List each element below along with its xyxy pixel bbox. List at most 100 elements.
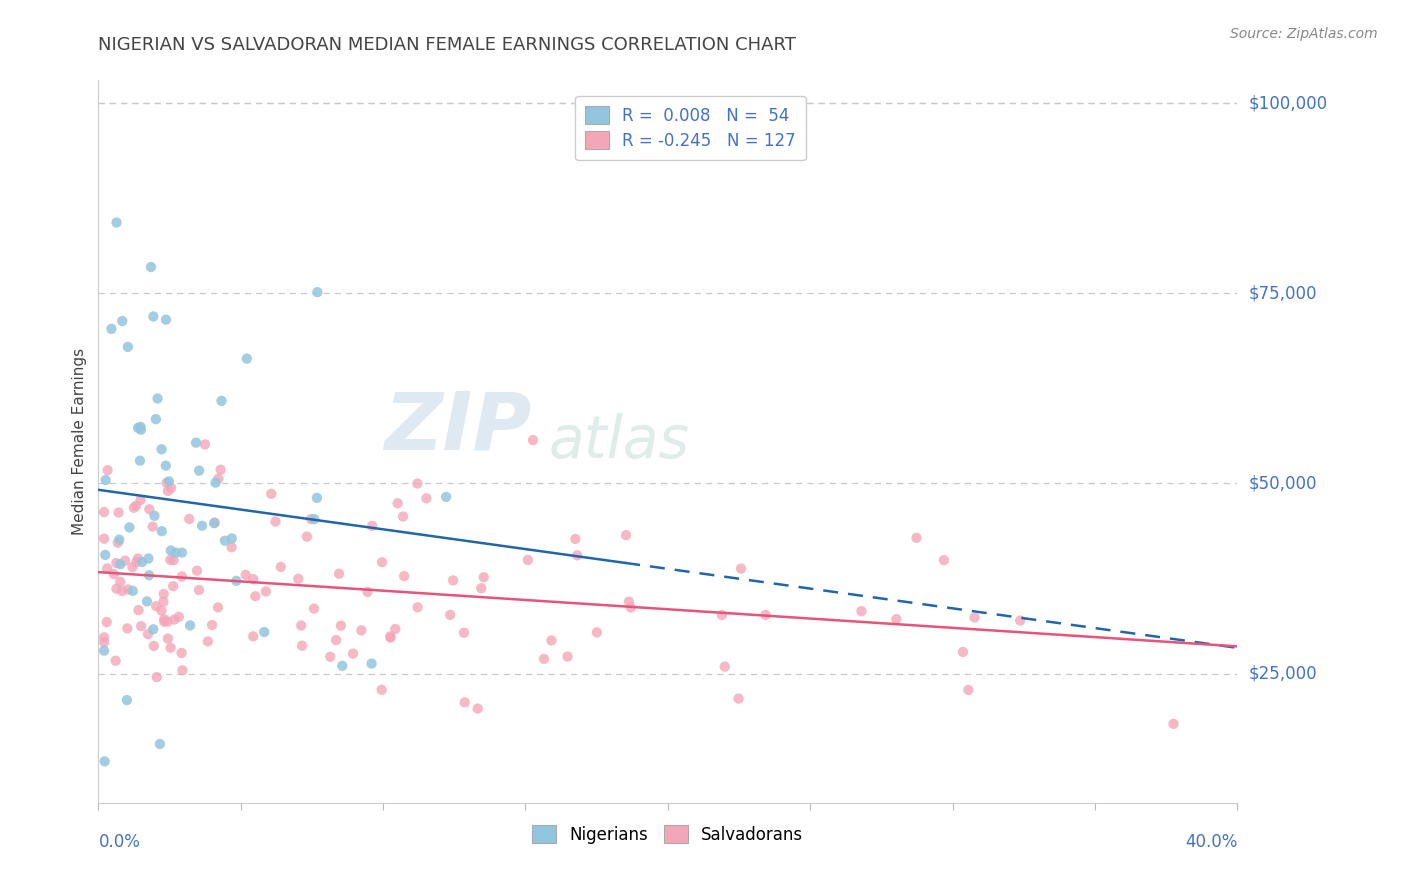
Text: atlas: atlas bbox=[548, 413, 689, 470]
Point bbox=[155, 312, 177, 326]
Point bbox=[184, 435, 207, 450]
Point bbox=[111, 584, 134, 599]
Point bbox=[202, 516, 225, 530]
Point bbox=[129, 453, 152, 467]
Point bbox=[170, 569, 193, 583]
Point bbox=[152, 587, 174, 601]
Point bbox=[96, 463, 118, 477]
Point bbox=[472, 570, 495, 584]
Point bbox=[93, 755, 115, 769]
Point bbox=[153, 612, 176, 626]
Point bbox=[371, 555, 394, 569]
Point bbox=[103, 567, 125, 582]
Point bbox=[370, 682, 392, 697]
Point bbox=[156, 632, 179, 646]
Point bbox=[305, 491, 328, 505]
Point bbox=[225, 574, 247, 588]
Point bbox=[470, 581, 492, 595]
Point bbox=[149, 737, 172, 751]
Point bbox=[270, 560, 292, 574]
Point bbox=[145, 670, 167, 684]
Point bbox=[100, 322, 122, 336]
Point bbox=[159, 640, 181, 655]
Point bbox=[905, 531, 928, 545]
Point bbox=[1163, 716, 1185, 731]
Point bbox=[342, 647, 364, 661]
Point bbox=[155, 475, 177, 490]
Point bbox=[188, 464, 211, 478]
Point bbox=[111, 314, 134, 328]
Point bbox=[211, 393, 233, 408]
Text: 0.0%: 0.0% bbox=[98, 833, 141, 851]
Point bbox=[236, 351, 259, 366]
Point bbox=[105, 556, 128, 570]
Point bbox=[207, 472, 229, 486]
Text: $50,000: $50,000 bbox=[1249, 475, 1317, 492]
Point bbox=[117, 582, 139, 597]
Y-axis label: Median Female Earnings: Median Female Earnings bbox=[72, 348, 87, 535]
Point bbox=[115, 693, 138, 707]
Point bbox=[201, 618, 224, 632]
Point bbox=[957, 682, 980, 697]
Point bbox=[108, 533, 131, 547]
Point bbox=[557, 649, 579, 664]
Point bbox=[129, 619, 152, 633]
Point bbox=[710, 608, 733, 623]
Point bbox=[142, 639, 165, 653]
Point bbox=[94, 473, 117, 487]
Point bbox=[160, 543, 183, 558]
Point bbox=[302, 601, 325, 615]
Point bbox=[614, 528, 637, 542]
Point bbox=[295, 530, 318, 544]
Point bbox=[963, 610, 986, 624]
Point bbox=[214, 533, 236, 548]
Point bbox=[522, 433, 544, 447]
Point bbox=[1010, 614, 1032, 628]
Point bbox=[117, 622, 139, 636]
Point bbox=[254, 584, 277, 599]
Point bbox=[264, 515, 287, 529]
Point bbox=[197, 634, 219, 648]
Point bbox=[179, 512, 201, 526]
Point bbox=[886, 612, 908, 626]
Point bbox=[163, 553, 186, 567]
Point bbox=[304, 512, 326, 526]
Point bbox=[730, 561, 752, 575]
Point bbox=[330, 658, 353, 673]
Point bbox=[260, 487, 283, 501]
Point bbox=[156, 615, 179, 629]
Point bbox=[290, 618, 312, 632]
Point bbox=[567, 549, 589, 563]
Point bbox=[107, 506, 129, 520]
Point bbox=[221, 532, 243, 546]
Point bbox=[387, 496, 409, 510]
Point bbox=[755, 607, 778, 622]
Point bbox=[204, 475, 226, 490]
Point bbox=[620, 600, 643, 615]
Point bbox=[235, 567, 257, 582]
Point bbox=[93, 630, 115, 644]
Point bbox=[165, 546, 187, 560]
Point bbox=[162, 579, 184, 593]
Point bbox=[93, 643, 115, 657]
Point bbox=[156, 483, 179, 498]
Point bbox=[186, 564, 208, 578]
Point bbox=[209, 463, 232, 477]
Point bbox=[107, 535, 129, 549]
Point bbox=[96, 615, 118, 629]
Point bbox=[145, 412, 167, 426]
Text: ZIP: ZIP bbox=[384, 388, 531, 467]
Point bbox=[564, 532, 586, 546]
Point bbox=[291, 639, 314, 653]
Point bbox=[242, 572, 264, 586]
Text: $100,000: $100,000 bbox=[1249, 94, 1327, 112]
Point bbox=[121, 560, 143, 574]
Point bbox=[453, 625, 475, 640]
Point bbox=[163, 613, 186, 627]
Point bbox=[328, 566, 350, 581]
Point bbox=[127, 551, 149, 566]
Point bbox=[125, 499, 148, 513]
Point bbox=[851, 604, 873, 618]
Text: $25,000: $25,000 bbox=[1249, 665, 1317, 682]
Point bbox=[727, 691, 749, 706]
